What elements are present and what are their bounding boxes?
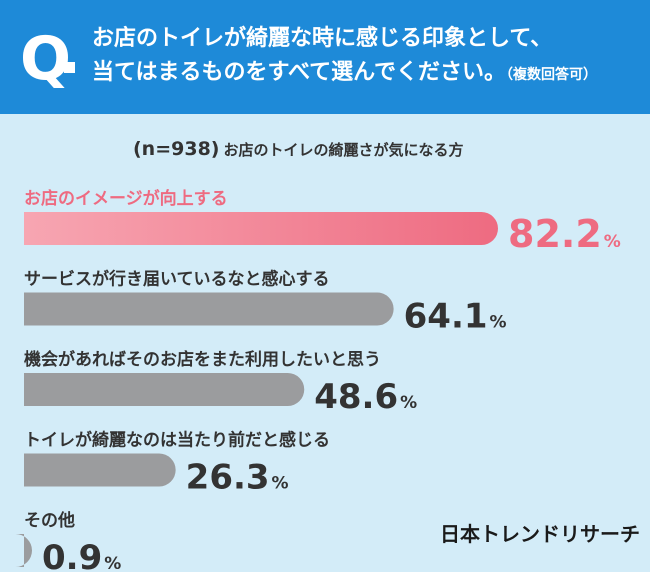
bar-3	[24, 453, 176, 487]
value-label-3: 26.3	[186, 458, 270, 498]
question-line-2-text: 当てはまるものをすべて選んでください。	[92, 60, 507, 85]
brand-logo: 日本トレンドリサーチ	[440, 522, 640, 546]
value-unit-2: %	[400, 393, 417, 413]
category-label-2: 機会があればそのお店をまた利用したいと思う	[24, 349, 381, 370]
question-line-2: 当てはまるものをすべて選んでください。（複数回答可）	[92, 58, 597, 90]
q-mark: Q	[20, 24, 72, 94]
value-unit-0: %	[604, 232, 621, 252]
bar-1	[24, 292, 394, 326]
question-header: Q お店のトイレが綺麗な時に感じる印象として、 当てはまるものをすべて選んでくだ…	[0, 0, 650, 114]
value-unit-3: %	[272, 474, 289, 494]
question-line-1: お店のトイレが綺麗な時に感じる印象として、	[92, 26, 553, 51]
value-label-1: 64.1	[404, 297, 488, 337]
category-label-1: サービスが行き届いているなと感心する	[24, 269, 330, 290]
category-label-0: お店のイメージが向上する	[24, 188, 228, 209]
value-unit-4: %	[104, 554, 121, 572]
sample-info: (n=938) お店のトイレの綺麗さが気になる方	[133, 138, 464, 160]
value-label-4: 0.9	[42, 538, 102, 572]
question-note: （複数回答可）	[506, 67, 598, 83]
sample-description: お店のトイレの綺麗さが気になる方	[223, 141, 464, 159]
value-label-0: 82.2	[508, 212, 602, 256]
bar-2	[24, 373, 305, 406]
bar-0	[24, 212, 499, 245]
q-dot	[64, 62, 75, 73]
category-label-3: トイレが綺麗なのは当たり前だと感じる	[24, 430, 330, 451]
sample-size: (n=938)	[133, 138, 220, 160]
bar-4	[15, 534, 32, 567]
category-label-4: その他	[24, 510, 75, 531]
value-label-2: 48.6	[314, 377, 398, 417]
value-unit-1: %	[490, 313, 507, 333]
